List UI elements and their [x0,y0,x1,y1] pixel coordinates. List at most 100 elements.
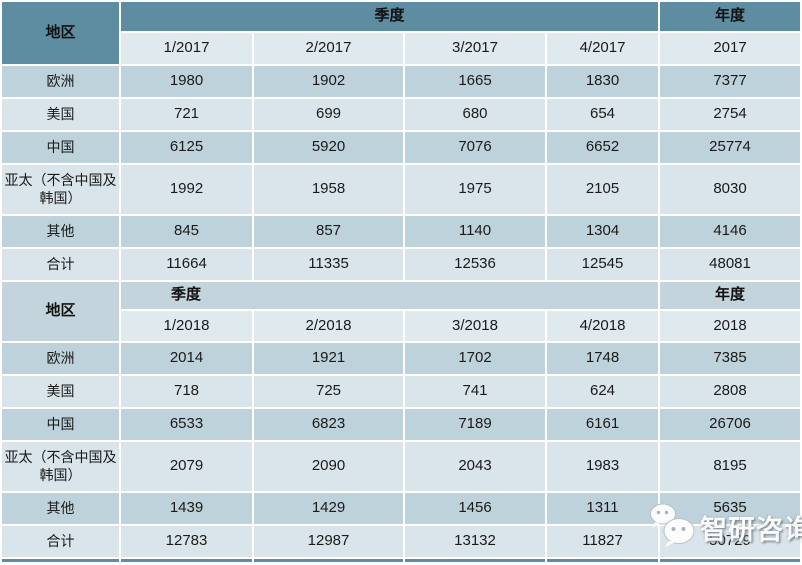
region-label-cell: 中国 [2,409,119,440]
value-cell: 2014 [121,343,252,374]
value-cell: 1311 [547,493,659,524]
value-cell: 1980 [121,66,252,97]
value-cell: 718 [121,376,252,407]
bottom-bar-cell [547,559,659,562]
bottom-bar-cell [2,559,119,562]
value-cell: 1702 [405,343,545,374]
value-cell: 725 [254,376,403,407]
value-cell: 12783 [121,526,252,557]
subheader-cell: 2/2018 [254,311,403,341]
value-cell: 654 [547,99,659,130]
quarter-header-cell: 季度 [121,2,659,31]
value-cell: 1830 [547,66,659,97]
region-label-cell: 中国 [2,132,119,163]
value-cell: 1665 [405,66,545,97]
value-cell: 25774 [660,132,801,163]
region-label-cell: 合计 [2,249,119,280]
value-cell: 2754 [660,99,801,130]
value-cell: 1992 [121,165,252,214]
subheader-cell: 3/2017 [405,33,545,64]
value-cell: 11827 [547,526,659,557]
value-cell: 7385 [660,343,801,374]
value-cell: 1439 [121,493,252,524]
table-row: 中国 6125 5920 7076 6652 25774 [2,132,801,163]
value-cell: 6823 [254,409,403,440]
region-label-cell: 美国 [2,99,119,130]
value-cell: 1921 [254,343,403,374]
table-row: 地区 季度 年度 [2,2,801,64]
value-cell: 5920 [254,132,403,163]
table-row: 亚太（不含中国及韩国） 2079 2090 2043 1983 8195 [2,442,801,491]
year-header-cell: 年度 [660,282,801,309]
value-cell: 6652 [547,132,659,163]
value-cell: 7076 [405,132,545,163]
value-cell: 1456 [405,493,545,524]
value-cell: 7189 [405,409,545,440]
value-cell: 1748 [547,343,659,374]
quarter-header-cell: 季度 [121,282,659,309]
value-cell: 699 [254,99,403,130]
value-cell: 2043 [405,442,545,491]
region-label-cell: 其他 [2,493,119,524]
value-cell: 2105 [547,165,659,214]
value-cell: 11664 [121,249,252,280]
table-row: 其他 845 857 1140 1304 4146 [2,216,801,247]
value-cell: 13132 [405,526,545,557]
bottom-bar-cell [254,559,403,562]
subheader-cell: 3/2018 [405,311,545,341]
table-row [2,559,801,562]
subheader-cell: 2018 [660,311,801,341]
subheader-cell: 4/2018 [547,311,659,341]
table-row: 1/2017 2/2017 3/2017 4/2017 2017 [2,33,801,64]
year-header-cell: 年度 [660,2,801,31]
value-cell: 1983 [547,442,659,491]
value-cell: 7377 [660,66,801,97]
region-label-cell: 欧洲 [2,343,119,374]
value-cell: 1958 [254,165,403,214]
region-label-cell: 亚太（不含中国及韩国） [2,442,119,491]
bottom-bar-cell [405,559,545,562]
value-cell: 6161 [547,409,659,440]
value-cell: 6533 [121,409,252,440]
value-cell: 50729 [660,526,801,557]
value-cell: 1902 [254,66,403,97]
table-row: 美国 721 699 680 654 2754 [2,99,801,130]
subheader-cell: 1/2018 [121,311,252,341]
table-row: 地区 季度 年度 [2,282,801,341]
value-cell: 2079 [121,442,252,491]
value-cell: 1140 [405,216,545,247]
value-cell: 845 [121,216,252,247]
bottom-bar-cell [121,559,252,562]
table-row: 合计 11664 11335 12536 12545 48081 [2,249,801,280]
table-row: 1/2018 2/2018 3/2018 4/2018 2018 [2,311,801,341]
table-row: 其他 1439 1429 1456 1311 5635 [2,493,801,524]
region-header-cell: 地区 [2,2,119,64]
value-cell: 2808 [660,376,801,407]
value-cell: 624 [547,376,659,407]
region-label-cell: 欧洲 [2,66,119,97]
subheader-cell: 2017 [660,33,801,64]
region-label-cell: 亚太（不含中国及韩国） [2,165,119,214]
region-label-cell: 美国 [2,376,119,407]
table-row: 欧洲 1980 1902 1665 1830 7377 [2,66,801,97]
value-cell: 26706 [660,409,801,440]
subheader-cell: 2/2017 [254,33,403,64]
region-label-cell: 合计 [2,526,119,557]
value-cell: 8030 [660,165,801,214]
value-cell: 12987 [254,526,403,557]
value-cell: 2090 [254,442,403,491]
region-header-cell: 地区 [2,282,119,341]
value-cell: 11335 [254,249,403,280]
value-cell: 48081 [660,249,801,280]
value-cell: 12536 [405,249,545,280]
value-cell: 1975 [405,165,545,214]
table-row: 美国 718 725 741 624 2808 [2,376,801,407]
value-cell: 741 [405,376,545,407]
value-cell: 1304 [547,216,659,247]
value-cell: 1429 [254,493,403,524]
value-cell: 857 [254,216,403,247]
subheader-cell: 1/2017 [121,33,252,64]
value-cell: 5635 [660,493,801,524]
